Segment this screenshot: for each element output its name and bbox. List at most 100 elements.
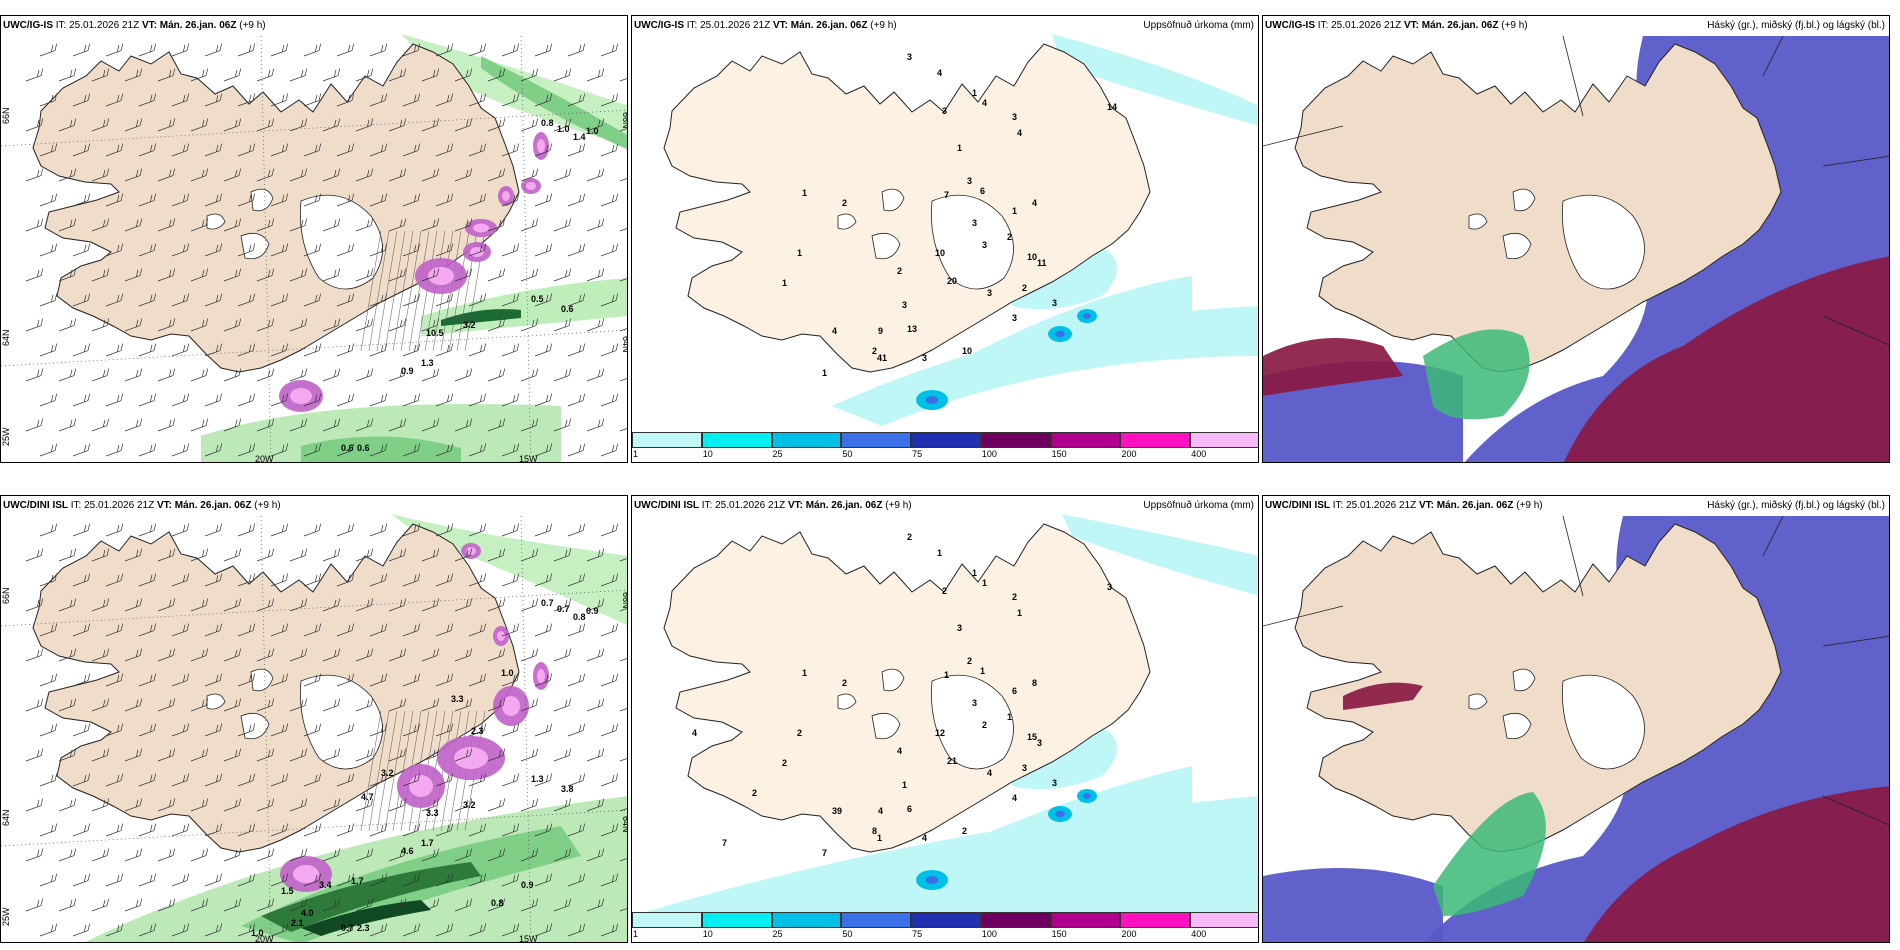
cloud-title: Háský (gr.), miðský (fj.bl.) og lágský (… [1707, 20, 1885, 31]
wind-barb [58, 698, 77, 712]
colorbar-swatch [980, 912, 1051, 928]
issue-time: 25.01.2026 21Z [84, 500, 155, 511]
lat-label: 25W [1, 907, 11, 926]
wind-barb [171, 143, 190, 157]
value-label: 3 [967, 176, 972, 186]
hatch-line [360, 710, 382, 832]
wind-barb [534, 93, 553, 107]
issue-label: IT: [701, 500, 713, 511]
wind-barb [355, 418, 374, 432]
wind-barb [619, 805, 627, 812]
wind-barb [157, 898, 176, 912]
wind-barb [138, 823, 157, 837]
wind-barb [402, 243, 421, 257]
wind-barb [388, 648, 407, 662]
wind-barb [157, 598, 176, 612]
wind-barb [468, 623, 487, 637]
precip-shading-light [1052, 34, 1258, 126]
wind-barb [72, 143, 91, 157]
wind-barb [204, 243, 223, 257]
iceland-landmass [1294, 43, 1782, 373]
wind-barb [369, 523, 388, 537]
colorbar-tick: 400 [1191, 449, 1207, 459]
wind-barb [501, 673, 520, 687]
value-label: 6 [1012, 686, 1017, 696]
valid-time: Mán. 26.jan. 06Z [159, 20, 237, 31]
wind-barb [39, 673, 58, 687]
wind-barb [454, 898, 473, 912]
wind-barb [289, 168, 308, 182]
value-label: 0.8 [541, 118, 554, 128]
valid-time: Mán. 26.jan. 06Z [1421, 20, 1499, 31]
wind-barb [619, 755, 627, 762]
value-label: 1 [980, 666, 985, 676]
wind-barb [520, 748, 539, 762]
wind-barb [388, 68, 407, 82]
value-label: 0.9 [401, 366, 414, 376]
wind-barb [223, 798, 242, 812]
wind-barb [586, 218, 605, 232]
wind-barb [619, 175, 627, 182]
colorbar-swatch [1190, 912, 1258, 928]
cloud-layer [1263, 35, 1889, 462]
wind-barb [204, 873, 223, 887]
colorbar-tick: 150 [1051, 449, 1067, 459]
latitude-line [1, 809, 627, 847]
value-label: 3 [1012, 112, 1017, 122]
wind-barb [501, 823, 520, 837]
wind-barb [501, 573, 520, 587]
wind-barb [223, 548, 242, 562]
value-label: 0.6 [341, 443, 354, 453]
lead-time: (+9 h) [1501, 20, 1528, 31]
wind-barb [600, 193, 619, 207]
wind-barb [124, 268, 143, 282]
lead-time: (+9 h) [1516, 500, 1543, 511]
value-label: 0.7 [557, 604, 570, 614]
lead-time: (+9 h) [239, 20, 266, 31]
wind-barb [25, 548, 44, 562]
longitude-line [260, 515, 272, 942]
wind-barb [586, 848, 605, 862]
wind-barb [270, 723, 289, 737]
wind-barb [303, 573, 322, 587]
wind-barb [586, 698, 605, 712]
wind-barb [454, 68, 473, 82]
wind-barb [520, 898, 539, 912]
wind-barb [204, 573, 223, 587]
value-label: 1 [1012, 206, 1017, 216]
hatch-line [392, 230, 414, 352]
wind-barb [435, 623, 454, 637]
value-label: 39 [832, 806, 842, 816]
wind-barb [402, 393, 421, 407]
wind-barb [223, 698, 242, 712]
hatch-line [368, 230, 390, 352]
wind-barb [58, 648, 77, 662]
wind-barb [336, 623, 355, 637]
wind-barb [105, 873, 124, 887]
snowfall-core [502, 696, 520, 716]
lead-time: (+9 h) [254, 500, 281, 511]
wind-barb [204, 193, 223, 207]
value-label: 0.9 [586, 606, 599, 616]
wind-barb [25, 898, 44, 912]
wind-barb [223, 218, 242, 232]
wind-barb [369, 823, 388, 837]
wind-barb [237, 573, 256, 587]
snowfall-core [497, 631, 505, 641]
value-label: 4 [1012, 793, 1017, 803]
wind-barb [91, 698, 110, 712]
wind-barb [157, 798, 176, 812]
value-label: 13 [907, 324, 917, 334]
value-label: 2 [842, 198, 847, 208]
hatch-line [392, 710, 414, 832]
wind-barb [369, 443, 388, 457]
wind-barb [124, 698, 143, 712]
wind-barb [388, 748, 407, 762]
hatch-line [384, 710, 406, 832]
wind-barb [223, 268, 242, 282]
wind-barb [204, 343, 223, 357]
wind-barb [600, 823, 619, 837]
panel-header: UWC/DINI ISL IT: 25.01.2026 21Z VT: Mán.… [1265, 500, 1543, 511]
colorbar-swatch [1050, 912, 1121, 928]
issue-time: 25.01.2026 21Z [1346, 500, 1417, 511]
